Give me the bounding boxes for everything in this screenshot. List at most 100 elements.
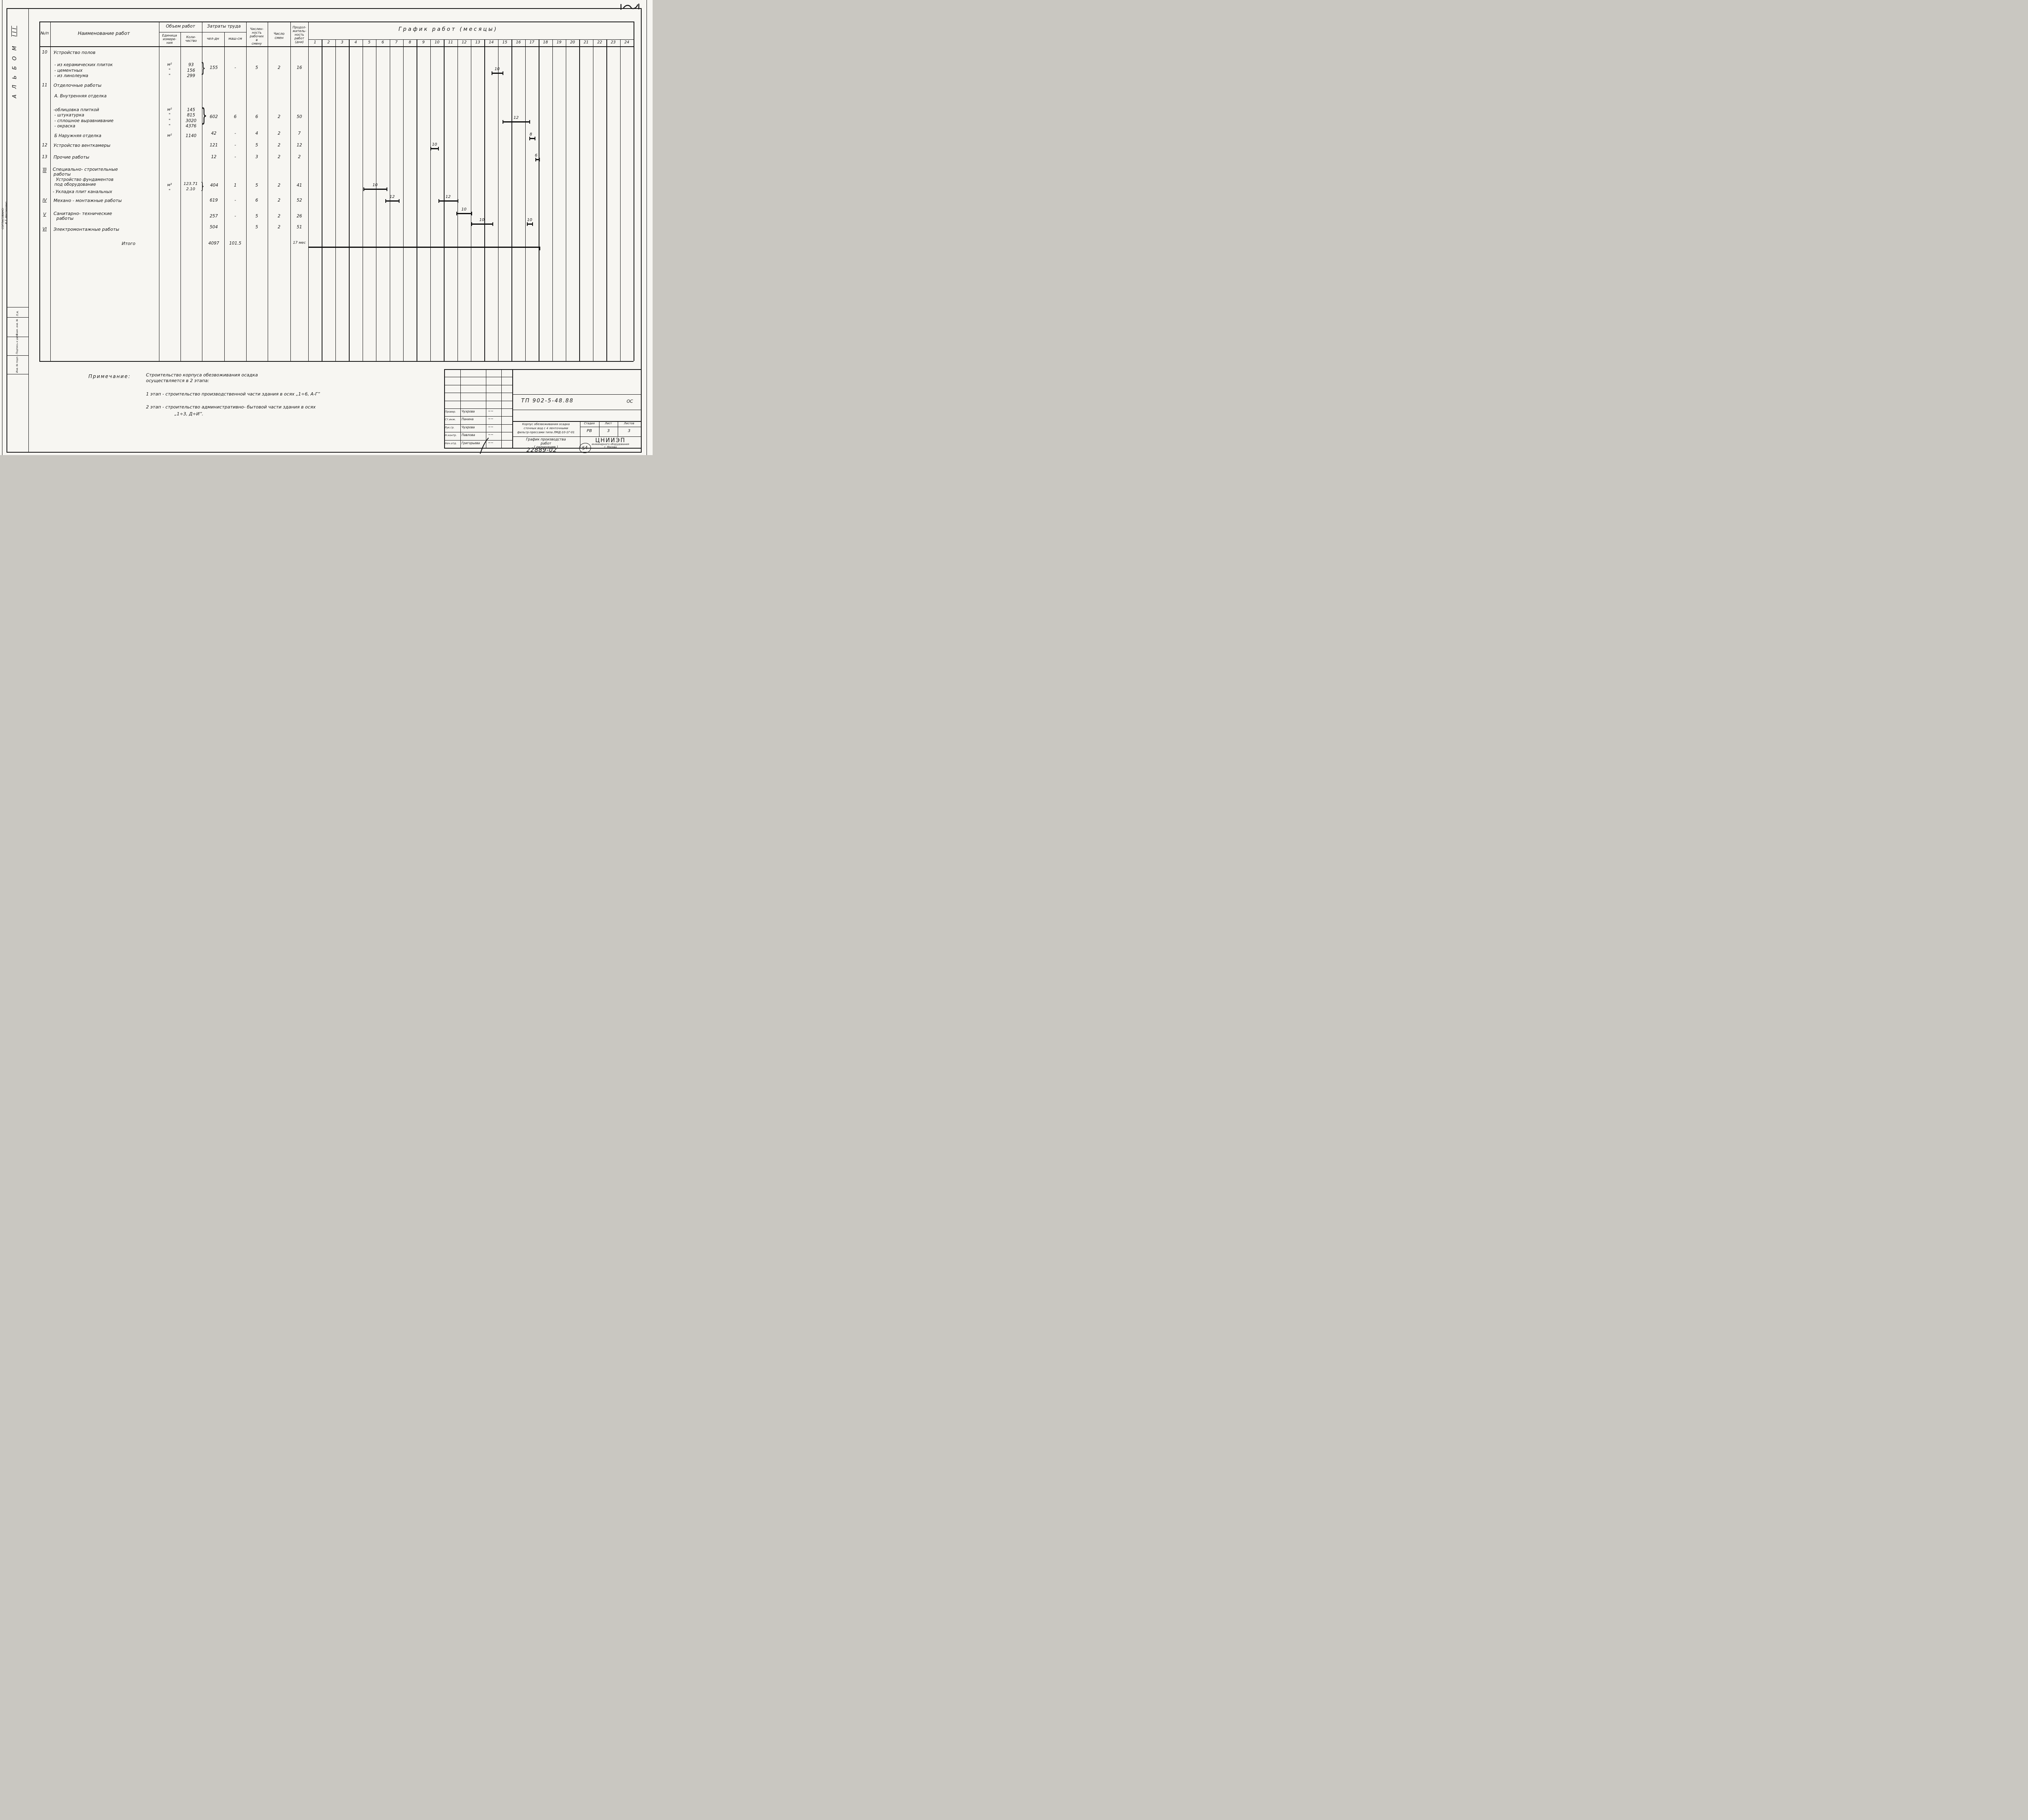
mandays-cell: 619 bbox=[209, 198, 218, 203]
margin-box-label: Взам. инв. № bbox=[16, 319, 19, 335]
duration-cell: 26 bbox=[296, 214, 302, 219]
signature-mark: ∼∼ bbox=[488, 433, 494, 436]
margin-box-line bbox=[6, 355, 28, 356]
machshifts-cell: - bbox=[234, 65, 236, 70]
work-item: - цементных bbox=[54, 68, 83, 73]
crew-cell: 6 bbox=[255, 198, 258, 203]
gantt-bar bbox=[491, 71, 503, 75]
month-label: 11 bbox=[448, 40, 453, 45]
project-name: фильтр-прессами типа ЛМД-10-1Г-01 bbox=[517, 430, 575, 434]
stage-value: РВ bbox=[586, 429, 592, 433]
unit-cell: м³ bbox=[167, 183, 172, 187]
shifts-cell: 2 bbox=[277, 183, 281, 188]
work-item: -облицовка плиткой bbox=[54, 107, 99, 112]
crew-cell: 5 bbox=[255, 143, 258, 148]
frame-line bbox=[6, 452, 642, 453]
unit-cell: м² bbox=[167, 62, 172, 67]
table-border bbox=[39, 21, 41, 361]
margin-box-label: Инв. № подл. bbox=[16, 356, 19, 373]
album-label: А Л Ь Б О М bbox=[12, 44, 18, 98]
duration-cell: 2 bbox=[298, 155, 301, 159]
sheets-label: Листов bbox=[624, 422, 634, 425]
header-unit: измере- bbox=[163, 37, 176, 41]
gantt-bar-label: 10 bbox=[527, 218, 533, 222]
stamp-border bbox=[444, 369, 642, 370]
machshifts-cell: - bbox=[234, 198, 236, 203]
unit-cell: м² bbox=[167, 107, 172, 112]
work-title: Устройство венткамеры bbox=[54, 143, 111, 148]
month-label: 23 bbox=[610, 40, 616, 45]
unit-cell: " bbox=[168, 124, 171, 128]
month-label: 4 bbox=[354, 40, 357, 45]
gantt-bar bbox=[502, 120, 531, 124]
unit-cell: " bbox=[168, 73, 171, 78]
note-label: Примечание: bbox=[88, 374, 131, 379]
header-unit: Единица bbox=[162, 34, 177, 37]
stamp-line bbox=[512, 394, 641, 395]
row-num: 13 bbox=[42, 155, 47, 159]
shifts-cell: 2 bbox=[277, 65, 281, 70]
mandays-cell: 504 bbox=[209, 225, 218, 230]
sign-name: Павлова bbox=[462, 433, 475, 437]
frame-line bbox=[6, 8, 642, 9]
row-num: 12 bbox=[42, 143, 47, 148]
header-duration: ность bbox=[294, 33, 304, 37]
sign-role: Н.контр. bbox=[445, 434, 457, 437]
duration-cell: 52 bbox=[296, 198, 302, 203]
header-shifts: Число bbox=[273, 32, 285, 36]
margin-box-label: П.А. bbox=[16, 310, 19, 316]
crew-cell: 5 bbox=[255, 225, 258, 230]
row-num: VI bbox=[42, 227, 47, 232]
header-duration: работ bbox=[294, 37, 304, 40]
work-item: - штукатурка bbox=[54, 113, 84, 118]
row-num: III bbox=[43, 168, 47, 173]
duration-cell: 16 bbox=[296, 65, 302, 70]
drawing-title: работ bbox=[541, 442, 551, 446]
org-name: ЦНИИЭП bbox=[595, 437, 626, 444]
agreed-label: СОГЛАСОВАНО: bbox=[1, 207, 4, 229]
header-duration: (дни) bbox=[295, 40, 304, 44]
month-grid-line bbox=[579, 39, 580, 361]
stamp-line bbox=[512, 369, 513, 448]
row-num: V bbox=[43, 212, 46, 217]
duration-cell: 17 мес bbox=[293, 241, 306, 245]
frame-line bbox=[6, 8, 8, 452]
row-num: IV bbox=[42, 198, 47, 203]
header-labor: Затраты труда bbox=[207, 24, 241, 29]
machshifts-cell: - bbox=[234, 214, 236, 219]
qty-cell: 145 bbox=[187, 107, 195, 112]
project-name: Корпус обезвоживания осадка bbox=[522, 422, 570, 426]
month-label: 5 bbox=[368, 40, 371, 45]
brace: } bbox=[201, 60, 206, 76]
brace: } bbox=[201, 180, 204, 192]
stage-label: Стадия bbox=[584, 422, 595, 425]
margin-box-label: Подпись и дата bbox=[16, 334, 19, 354]
month-grid-line bbox=[525, 39, 526, 361]
sheets-value: 3 bbox=[627, 429, 631, 433]
qty-cell: 123.71 bbox=[183, 182, 198, 186]
unit-cell: " bbox=[168, 189, 171, 193]
gantt-bar bbox=[471, 222, 493, 226]
header-num: №/п bbox=[40, 31, 49, 36]
month-label: 13 bbox=[475, 40, 480, 45]
stamp-line bbox=[512, 421, 641, 422]
month-grid-line bbox=[403, 39, 404, 361]
signature-mark: ∼∼ bbox=[488, 441, 494, 445]
month-row-line bbox=[308, 39, 634, 40]
drawing-title: График производства bbox=[526, 438, 566, 442]
crew-cell: 5 bbox=[255, 65, 258, 70]
work-title: работы bbox=[54, 172, 71, 177]
month-label: 7 bbox=[395, 40, 398, 45]
org-sub: инженерного оборудования bbox=[591, 443, 629, 446]
gantt-bar bbox=[438, 199, 459, 203]
work-item: под оборудование bbox=[54, 182, 96, 187]
mandays-cell: 602 bbox=[210, 114, 218, 119]
header-qty: чество bbox=[185, 39, 197, 43]
margin-box-line bbox=[6, 317, 28, 318]
total-label: Итого bbox=[122, 241, 135, 246]
header-bottom-line bbox=[39, 46, 634, 47]
mandays-cell: 12 bbox=[211, 155, 217, 159]
month-label: 12 bbox=[462, 40, 467, 45]
sign-role: Провер. bbox=[445, 410, 456, 413]
signature-mark: ∼∼ bbox=[488, 409, 494, 413]
